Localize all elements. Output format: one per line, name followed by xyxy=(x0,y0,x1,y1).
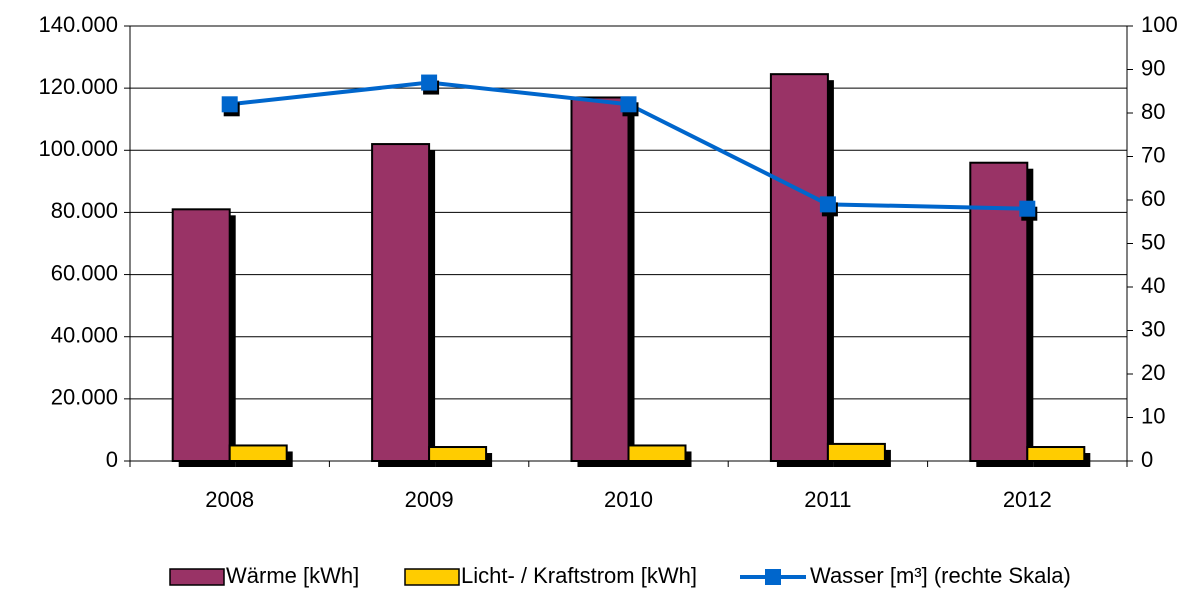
legend-marker xyxy=(765,569,781,585)
bar xyxy=(627,444,687,463)
legend-swatch xyxy=(404,568,460,586)
bar xyxy=(228,444,288,463)
marker xyxy=(221,96,238,113)
y2-tick-label: 100 xyxy=(1141,12,1178,37)
y-tick-label: 140.000 xyxy=(38,12,118,37)
marker xyxy=(819,196,836,213)
legend-label: Wasser [m³] (rechte Skala) xyxy=(810,563,1071,588)
y2-tick-label: 40 xyxy=(1141,273,1165,298)
bar xyxy=(371,143,431,462)
y2-tick-label: 90 xyxy=(1141,55,1165,80)
y-tick-label: 0 xyxy=(106,447,118,472)
x-tick-label: 2009 xyxy=(405,487,454,512)
legend-label: Wärme [kWh] xyxy=(226,563,359,588)
y-tick-label: 80.000 xyxy=(51,198,118,223)
x-tick-label: 2008 xyxy=(205,487,254,512)
y-tick-label: 20.000 xyxy=(51,385,118,410)
marker xyxy=(1019,200,1036,217)
bar xyxy=(570,96,630,462)
bar xyxy=(969,161,1029,462)
bar xyxy=(769,73,829,463)
bar xyxy=(428,446,488,462)
y2-tick-label: 60 xyxy=(1141,186,1165,211)
bar xyxy=(826,442,886,462)
y-tick-label: 40.000 xyxy=(51,323,118,348)
y2-tick-label: 10 xyxy=(1141,403,1165,428)
y-tick-label: 100.000 xyxy=(38,136,118,161)
y2-tick-label: 30 xyxy=(1141,316,1165,341)
y-tick-label: 120.000 xyxy=(38,74,118,99)
legend-swatch xyxy=(169,568,225,586)
marker xyxy=(421,74,438,91)
x-tick-label: 2011 xyxy=(804,487,851,512)
y2-tick-label: 80 xyxy=(1141,99,1165,124)
y-tick-label: 60.000 xyxy=(51,260,118,285)
x-tick-label: 2012 xyxy=(1003,487,1052,512)
y2-tick-label: 50 xyxy=(1141,229,1165,254)
bar xyxy=(171,208,231,462)
y2-tick-label: 20 xyxy=(1141,360,1165,385)
x-tick-label: 2010 xyxy=(604,487,653,512)
marker xyxy=(620,96,637,113)
y2-tick-label: 70 xyxy=(1141,142,1165,167)
bar xyxy=(1026,446,1086,462)
y2-tick-label: 0 xyxy=(1141,447,1153,472)
legend-label: Licht- / Kraftstrom [kWh] xyxy=(461,563,697,588)
